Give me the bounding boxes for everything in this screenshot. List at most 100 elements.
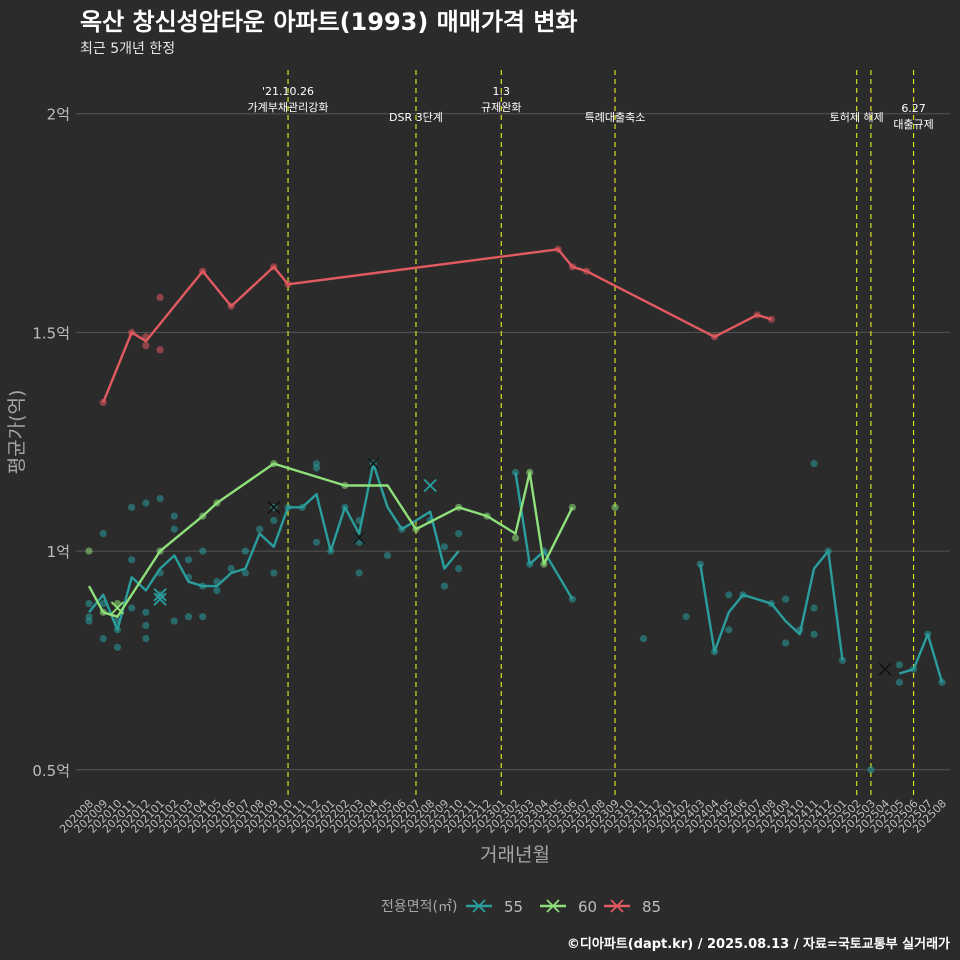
y-axis-label: 평균가(억) [6, 390, 28, 475]
data-point-55 [156, 495, 164, 503]
data-point-55 [782, 595, 790, 603]
data-point-55 [170, 525, 178, 533]
data-point-55 [782, 639, 790, 647]
overlap-cross-marker [352, 531, 366, 545]
y-tick-label: 1억 [47, 543, 70, 561]
event-label: '21.10.26 [262, 85, 314, 98]
overlap-cross-marker [267, 500, 281, 514]
cross-marker-60 [110, 601, 125, 615]
event-label: 대출규제 [893, 118, 933, 131]
data-point-55 [725, 626, 733, 634]
data-point-55 [810, 460, 818, 468]
grid [76, 113, 950, 771]
event-label: DSR 3단계 [389, 111, 443, 124]
data-point-55 [128, 503, 136, 511]
data-point-55 [142, 608, 150, 616]
cross-marker-55 [153, 592, 167, 606]
x-axis-label: 거래년월 [480, 844, 550, 866]
data-point-55 [128, 556, 136, 564]
overlap-cross-marker [366, 457, 380, 471]
legend-label-55: 55 [504, 898, 523, 916]
data-point-55 [895, 661, 903, 669]
data-point-55 [511, 468, 520, 476]
event-label: 1.3 [493, 85, 511, 98]
data-point-55 [455, 564, 463, 573]
data-point-55 [270, 569, 278, 577]
series-line-55 [88, 462, 944, 683]
data-point-85 [142, 341, 150, 350]
data-point-55 [312, 538, 321, 546]
data-point-55 [99, 634, 107, 643]
event-label: 6.27 [901, 102, 926, 115]
data-point-55 [184, 613, 193, 621]
legend-label-85: 85 [642, 898, 661, 916]
y-axis-ticks: 0.5억 1억 1.5억 2억 [32, 106, 70, 780]
data-point-55 [170, 617, 178, 625]
data-point-55 [128, 604, 136, 612]
chart-subtitle: 최근 5개년 한정 [80, 41, 175, 57]
series-line-60 [87, 462, 574, 618]
data-point-55 [838, 656, 847, 665]
event-label: 규제완화 [481, 101, 521, 114]
data-point-55 [85, 599, 93, 608]
overlap-cross-marker [878, 662, 892, 676]
series-line-85 [102, 248, 772, 403]
legend-marker-55 [472, 899, 486, 913]
event-label: 가계부채관리강화 [248, 101, 329, 114]
data-point-55 [227, 564, 235, 573]
y-tick-label: 1.5억 [32, 324, 70, 342]
data-point-60 [611, 503, 619, 511]
data-point-60 [511, 534, 520, 542]
legend-marker-60 [546, 899, 560, 913]
data-point-55 [639, 634, 648, 643]
data-point-55 [142, 634, 150, 643]
chart-title: 옥산 창신성암타운 아파트(1993) 매매가격 변화 [80, 8, 578, 36]
data-point-55 [270, 516, 278, 525]
legend-label-60: 60 [578, 898, 597, 916]
series-55 [85, 456, 946, 774]
cross-marker-55 [153, 588, 167, 602]
data-point-55 [355, 569, 363, 577]
data-point-55 [241, 547, 249, 555]
data-point-55 [455, 529, 463, 538]
data-point-55 [725, 591, 733, 599]
data-point-55 [256, 525, 264, 533]
event-label: 토허제 해제 [830, 110, 884, 124]
series-60 [85, 460, 619, 618]
y-tick-label: 2억 [47, 106, 70, 124]
series-85 [99, 245, 776, 406]
legend-marker-85 [610, 899, 624, 913]
y-tick-label: 0.5억 [32, 762, 70, 780]
data-point-55 [199, 547, 207, 555]
overlap-markers [267, 457, 892, 676]
cross-marker-55 [423, 478, 437, 493]
data-point-55 [810, 630, 818, 638]
data-point-55 [867, 766, 875, 774]
legend: 전용면적(㎡) 55 60 85 [381, 898, 661, 916]
data-point-55 [241, 569, 249, 577]
data-point-55 [142, 499, 150, 507]
data-point-55 [170, 512, 178, 520]
data-point-55 [85, 617, 93, 625]
data-point-55 [113, 643, 122, 651]
data-point-55 [312, 464, 321, 472]
data-point-55 [440, 543, 449, 551]
data-point-55 [383, 551, 392, 560]
data-point-55 [142, 621, 150, 630]
data-point-55 [810, 604, 818, 612]
data-point-55 [184, 556, 193, 564]
chart-caption: ©디아파트(dapt.kr) / 2025.08.13 / 자료=국토교통부 실… [567, 936, 950, 952]
legend-title: 전용면적(㎡) [381, 899, 457, 915]
data-point-55 [99, 529, 107, 538]
data-point-55 [682, 613, 690, 621]
data-point-60 [85, 547, 93, 555]
data-point-55 [213, 586, 221, 595]
data-point-85 [156, 293, 164, 302]
x-axis-ticks: 2020082020092020102020112020122021012021… [57, 797, 949, 836]
data-point-85 [156, 346, 164, 354]
data-point-55 [199, 613, 207, 621]
event-label: 특례대출축소 [585, 111, 646, 124]
data-point-55 [895, 678, 903, 686]
